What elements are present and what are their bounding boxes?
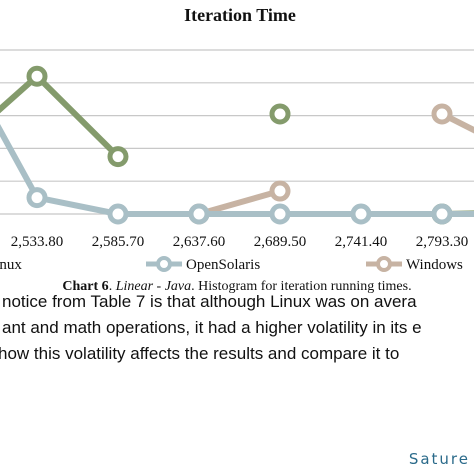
- series-line-windows: [196, 110, 474, 217]
- x-tick-label: 2,637.60: [173, 234, 226, 250]
- x-tick-label: 2,585.70: [92, 234, 145, 250]
- data-point-opensolaris: [350, 203, 372, 225]
- series-lines: [0, 65, 474, 225]
- data-point-linux: [26, 65, 48, 87]
- legend-label-opensolaris: OpenSolaris: [186, 257, 260, 273]
- chart-caption: Chart 6. Linear - Java. Histogram for it…: [0, 278, 474, 296]
- footer-text: Sature: [408, 450, 470, 468]
- caption-rest: . Histogram for iteration running times.: [191, 279, 412, 294]
- data-point-opensolaris: [26, 187, 48, 209]
- x-tick-labels: 2,533.80 2,585.70 2,637.60 2,689.50 2,741.40…: [11, 234, 469, 250]
- data-point-opensolaris: [107, 203, 129, 225]
- data-point-windows: [269, 180, 291, 202]
- series-line-opensolaris: [0, 123, 474, 217]
- legend: Linux OpenSolaris Windows: [0, 256, 463, 273]
- x-tick-label: 2,741.40: [335, 234, 388, 250]
- body-text-line: notice from Table 7 is that although Lin…: [2, 292, 417, 311]
- legend-marker-windows: [376, 256, 392, 272]
- caption-sep: .: [108, 279, 116, 294]
- legend-marker-opensolaris: [156, 256, 172, 272]
- data-point-opensolaris: [431, 203, 453, 225]
- caption-label: Chart 6: [62, 279, 109, 294]
- data-point-linux: [107, 146, 129, 168]
- series-line-linux: [0, 73, 474, 217]
- gridlines: [0, 49, 474, 215]
- x-tick-label: 2,793.30: [416, 234, 469, 250]
- data-point-linux: [269, 103, 291, 125]
- data-point-opensolaris: [269, 203, 291, 225]
- x-tick-label: 2,689.50: [254, 234, 307, 250]
- body-text-line: how this volatility affects the results …: [0, 344, 400, 363]
- data-point-windows: [431, 103, 453, 125]
- x-tick-label: 2,533.80: [11, 234, 64, 250]
- caption-italic: Linear - Java: [115, 279, 192, 294]
- legend-label-linux: Linux: [0, 257, 22, 273]
- body-text-line: ant and math operations, it had a higher…: [2, 318, 422, 337]
- legend-label-windows: Windows: [406, 257, 463, 273]
- data-point-opensolaris: [188, 203, 210, 225]
- chart-title: Iteration Time: [184, 5, 296, 25]
